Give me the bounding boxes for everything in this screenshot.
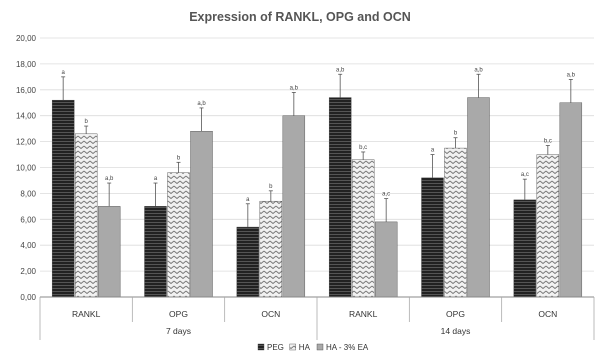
y-tick-label: 10,00 <box>16 164 37 173</box>
bar-ha <box>259 200 283 298</box>
y-tick-label: 8,00 <box>20 189 36 198</box>
x-category-label: OCN <box>261 309 280 319</box>
y-tick-label: 2,00 <box>20 267 36 276</box>
significance-label: a,c <box>521 172 529 178</box>
legend: PEG HA HA - 3% EA <box>257 343 369 352</box>
significance-label: b <box>84 119 88 125</box>
bars <box>51 97 583 298</box>
significance-label: a,b <box>336 67 345 73</box>
significance-label: a,b <box>474 67 483 73</box>
significance-labels: a b a,b a b a,b a b a,b a,b b,c a,c a b a,b a,c b,c a,b <box>61 67 576 203</box>
x-group-label: 14 days <box>441 326 471 336</box>
x-axis: RANKL OPG OCN RANKL OPG OCN 7 days 14 days <box>39 296 595 340</box>
significance-label: b <box>269 184 273 190</box>
significance-label: b <box>454 131 458 137</box>
bar-ha <box>74 133 98 298</box>
bar-ha <box>351 159 375 298</box>
y-tick-label: 12,00 <box>16 138 37 147</box>
y-tick-label: 4,00 <box>20 241 36 250</box>
bar-ha-3-ea <box>374 221 398 298</box>
x-category-label: RANKL <box>349 309 378 319</box>
significance-label: b,c <box>359 145 367 151</box>
bar-ha <box>167 172 190 298</box>
y-tick-label: 18,00 <box>16 60 37 69</box>
significance-label: a,b <box>197 101 206 107</box>
significance-label: a <box>154 176 158 182</box>
bar-peg <box>513 199 537 298</box>
legend-label: PEG <box>267 343 284 352</box>
y-tick-label: 16,00 <box>16 86 37 95</box>
y-tick-label: 0,00 <box>20 293 36 302</box>
legend-swatch <box>316 343 324 351</box>
bar-peg <box>51 99 75 298</box>
legend-label: HA <box>299 343 311 352</box>
significance-label: b,c <box>544 138 552 144</box>
significance-label: a,b <box>105 176 114 182</box>
bar-peg <box>144 206 167 298</box>
y-tick-label: 20,00 <box>16 34 37 43</box>
significance-label: a <box>246 197 250 203</box>
error-bars <box>61 73 573 228</box>
x-group-label: 7 days <box>166 326 191 336</box>
legend-label: HA - 3% EA <box>326 343 369 352</box>
x-category-label: RANKL <box>72 309 101 319</box>
bar-peg <box>236 226 260 298</box>
significance-label: a,c <box>382 192 390 198</box>
significance-label: a,b <box>290 85 299 91</box>
legend-swatch <box>289 343 296 351</box>
bar-peg <box>328 97 352 298</box>
y-tick-label: 14,00 <box>16 112 37 121</box>
significance-label: a <box>431 148 435 154</box>
bar-ha <box>536 154 560 298</box>
bar-ha-3-ea <box>97 206 121 298</box>
bar-ha <box>444 147 467 298</box>
bar-ha-3-ea <box>467 97 490 298</box>
significance-label: a,b <box>567 72 576 78</box>
bar-peg <box>421 177 444 298</box>
chart-title: Expression of RANKL, OPG and OCN <box>189 10 411 24</box>
y-tick-label: 6,00 <box>20 215 36 224</box>
grid <box>40 37 594 298</box>
x-category-label: OCN <box>538 309 557 319</box>
significance-label: a <box>61 70 65 76</box>
bar-ha-3-ea <box>190 131 213 298</box>
bar-ha-3-ea <box>282 115 306 298</box>
x-category-label: OPG <box>446 309 465 319</box>
x-category-label: OPG <box>169 309 188 319</box>
y-axis-ticks: 0,00 2,00 4,00 6,00 8,00 10,00 12,00 14,00 16,00… <box>16 34 37 302</box>
significance-label: b <box>177 155 181 161</box>
bar-ha-3-ea <box>559 102 583 298</box>
legend-swatch <box>257 343 265 351</box>
